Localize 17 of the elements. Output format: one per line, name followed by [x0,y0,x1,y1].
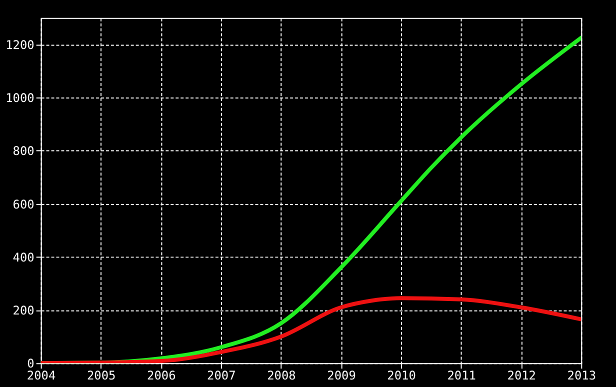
y-tick-label: 1000 [6,91,34,106]
x-tick-label: 2006 [147,368,176,383]
x-tick-label: 2007 [207,368,236,383]
x-tick-label: 2009 [327,368,356,383]
y-tick-label: 800 [12,144,34,158]
x-tick-label: 2004 [26,368,56,383]
x-tick-label: 2010 [387,368,416,383]
x-tick-label: 2008 [267,368,296,383]
y-tick-label: 1200 [6,38,34,52]
y-tick-label: 600 [12,197,34,212]
y-tick-label: 0 [27,356,34,371]
x-tick-label: 2011 [447,368,476,383]
x-tick-label: 2013 [567,368,596,383]
x-tick-label: 2012 [507,368,536,383]
y-tick-label: 200 [12,304,34,318]
y-tick-label: 400 [12,250,34,264]
x-tick-label: 2005 [86,368,116,383]
